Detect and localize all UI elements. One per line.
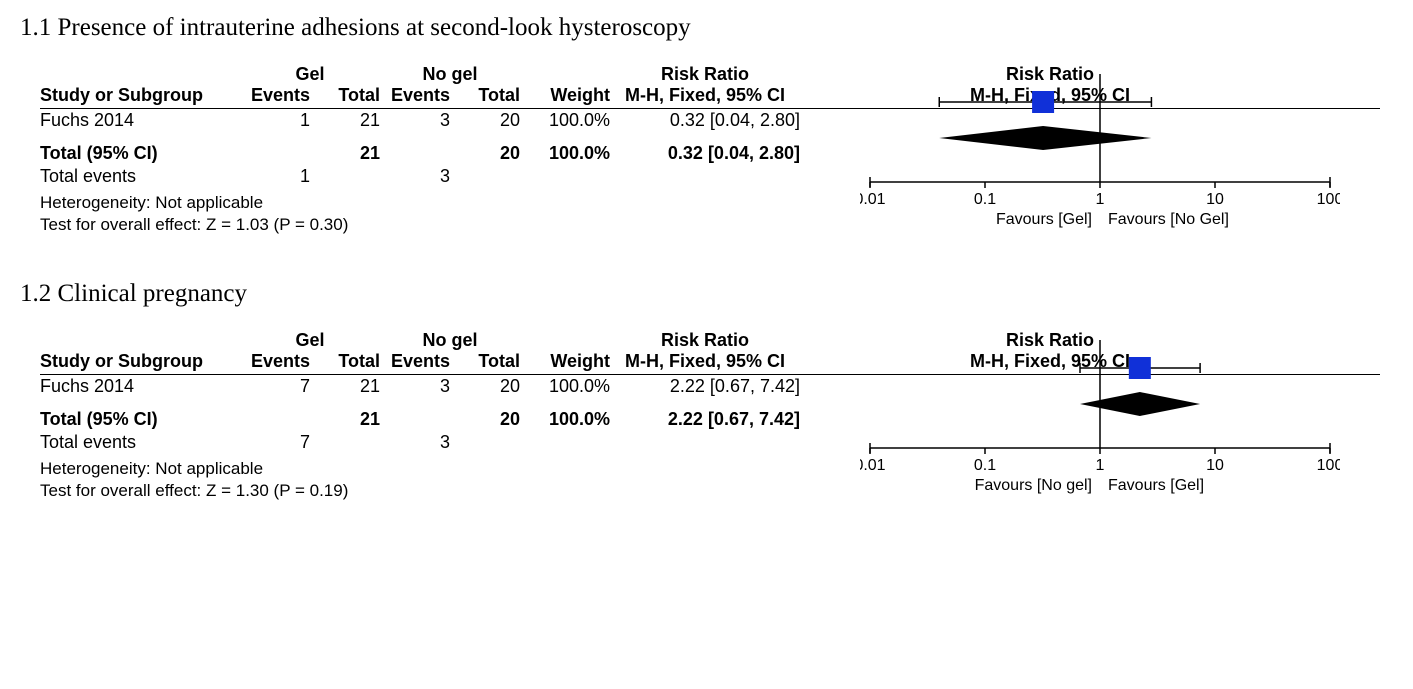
hdr-e1: Events <box>240 85 310 106</box>
svg-text:0.01: 0.01 <box>860 457 886 474</box>
totalevents-e1: 7 <box>240 432 310 453</box>
hdr-weight: Weight <box>520 85 610 106</box>
cell-e2: 3 <box>380 376 450 397</box>
hdr-rr-bot: M-H, Fixed, 95% CI <box>610 85 810 106</box>
totalevents-label: Total events <box>40 166 240 187</box>
total-n2: 20 <box>450 409 520 430</box>
total-rr: 0.32 [0.04, 2.80] <box>610 143 810 164</box>
cell-weight: 100.0% <box>520 110 610 131</box>
svg-text:10: 10 <box>1206 191 1224 208</box>
svg-text:1: 1 <box>1096 457 1105 474</box>
cell-n1: 21 <box>310 110 380 131</box>
svg-text:0.1: 0.1 <box>974 457 996 474</box>
hdr-e2: Events <box>380 85 450 106</box>
total-n2: 20 <box>450 143 520 164</box>
svg-text:0.1: 0.1 <box>974 191 996 208</box>
cell-e2: 3 <box>380 110 450 131</box>
totalevents-e1: 1 <box>240 166 310 187</box>
hdr-group2: No gel <box>380 64 520 85</box>
svg-text:1: 1 <box>1096 191 1105 208</box>
cell-n1: 21 <box>310 376 380 397</box>
cell-n2: 20 <box>450 110 520 131</box>
hdr-study: Study or Subgroup <box>40 85 240 106</box>
total-n1: 21 <box>310 143 380 164</box>
cell-e1: 1 <box>240 110 310 131</box>
total-label: Total (95% CI) <box>40 143 240 164</box>
cell-rr: 2.22 [0.67, 7.42] <box>610 376 810 397</box>
hdr-group1: Gel <box>240 64 380 85</box>
svg-text:Favours [Gel]: Favours [Gel] <box>1108 477 1204 494</box>
cell-weight: 100.0% <box>520 376 610 397</box>
totalevents-e2: 3 <box>380 166 450 187</box>
study-name: Fuchs 2014 <box>40 110 240 131</box>
cell-n2: 20 <box>450 376 520 397</box>
hdr-study: Study or Subgroup <box>40 351 240 372</box>
study-name: Fuchs 2014 <box>40 376 240 397</box>
hdr-rr-top: Risk Ratio <box>610 64 810 85</box>
hdr-group1: Gel <box>240 330 380 351</box>
total-weight: 100.0% <box>520 409 610 430</box>
totalevents-e2: 3 <box>380 432 450 453</box>
hdr-weight: Weight <box>520 351 610 372</box>
svg-text:100: 100 <box>1317 457 1340 474</box>
section-title: 1.1 Presence of intrauterine adhesions a… <box>20 14 1393 42</box>
svg-text:0.01: 0.01 <box>860 191 886 208</box>
svg-text:Favours [Gel]: Favours [Gel] <box>996 211 1092 228</box>
hdr-n2: Total <box>450 351 520 372</box>
hdr-rr-top: Risk Ratio <box>610 330 810 351</box>
total-n1: 21 <box>310 409 380 430</box>
hdr-n1: Total <box>310 351 380 372</box>
cell-e1: 7 <box>240 376 310 397</box>
hdr-e2: Events <box>380 351 450 372</box>
forest-plot-svg: 0.01 0.1 1 10 100 Favours [Gel] Favours [No Ge… <box>860 70 1340 240</box>
svg-text:100: 100 <box>1317 191 1340 208</box>
hdr-n1: Total <box>310 85 380 106</box>
forest-plot-svg: 0.01 0.1 1 10 100 Favours [No gel] Favours [Ge… <box>860 336 1340 506</box>
hdr-e1: Events <box>240 351 310 372</box>
totalevents-label: Total events <box>40 432 240 453</box>
total-rr: 2.22 [0.67, 7.42] <box>610 409 810 430</box>
hdr-rr-bot: M-H, Fixed, 95% CI <box>610 351 810 372</box>
total-label: Total (95% CI) <box>40 409 240 430</box>
hdr-group2: No gel <box>380 330 520 351</box>
hdr-n2: Total <box>450 85 520 106</box>
svg-text:Favours [No gel]: Favours [No gel] <box>975 477 1092 494</box>
svg-text:10: 10 <box>1206 457 1224 474</box>
forest-plot-1: Gel No gel Risk Ratio Risk Ratio Study o… <box>40 64 1380 236</box>
cell-rr: 0.32 [0.04, 2.80] <box>610 110 810 131</box>
total-weight: 100.0% <box>520 143 610 164</box>
forest-plot-2: Gel No gel Risk Ratio Risk Ratio Study o… <box>40 330 1380 502</box>
svg-text:Favours [No Gel]: Favours [No Gel] <box>1108 211 1229 228</box>
section-title: 1.2 Clinical pregnancy <box>20 280 1393 308</box>
